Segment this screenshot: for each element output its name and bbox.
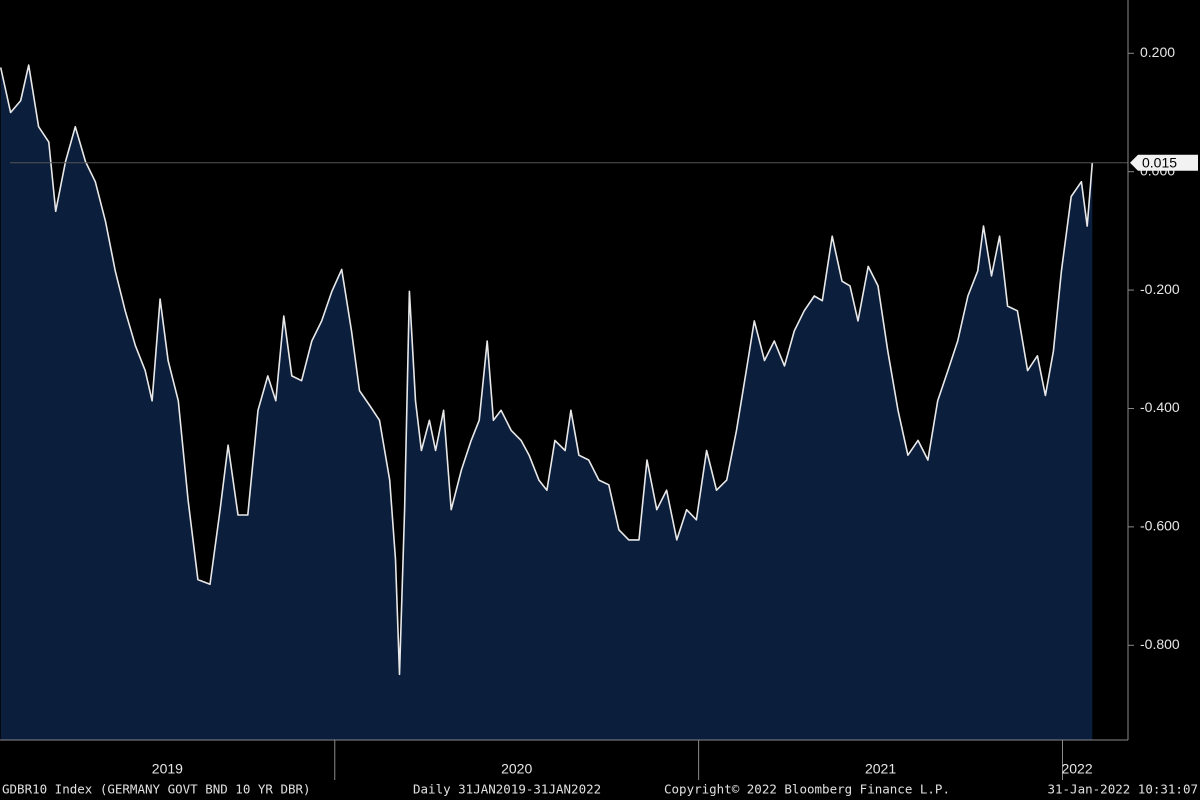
x-tick-label: 2021 bbox=[865, 761, 896, 777]
y-tick-label: -0.600 bbox=[1140, 518, 1180, 534]
area bbox=[0, 65, 1093, 741]
footer-copyright: Copyright© 2022 Bloomberg Finance L.P. bbox=[664, 782, 950, 797]
y-tick-label: -0.400 bbox=[1140, 399, 1180, 415]
line bbox=[0, 64, 1094, 676]
y-tick-label: 0.200 bbox=[1140, 44, 1175, 60]
footer-ticker: GDBR10 Index (GERMANY GOVT BND 10 YR DBR… bbox=[2, 782, 311, 797]
footer-range: Daily 31JAN2019-31JAN2022 bbox=[413, 782, 601, 797]
y-tick-label: -0.800 bbox=[1140, 636, 1180, 652]
plot-area bbox=[0, 64, 1128, 741]
last-value-label: 0.015 bbox=[1142, 155, 1177, 171]
last-value-box bbox=[1130, 154, 1198, 171]
y-tick-label: -0.200 bbox=[1140, 281, 1180, 297]
x-tick-label: 2019 bbox=[152, 761, 183, 777]
footer-timestamp: 31-Jan-2022 10:31:07 bbox=[1047, 782, 1198, 797]
x-tick-label: 2022 bbox=[1061, 761, 1092, 777]
x-tick-label: 2020 bbox=[501, 761, 532, 777]
